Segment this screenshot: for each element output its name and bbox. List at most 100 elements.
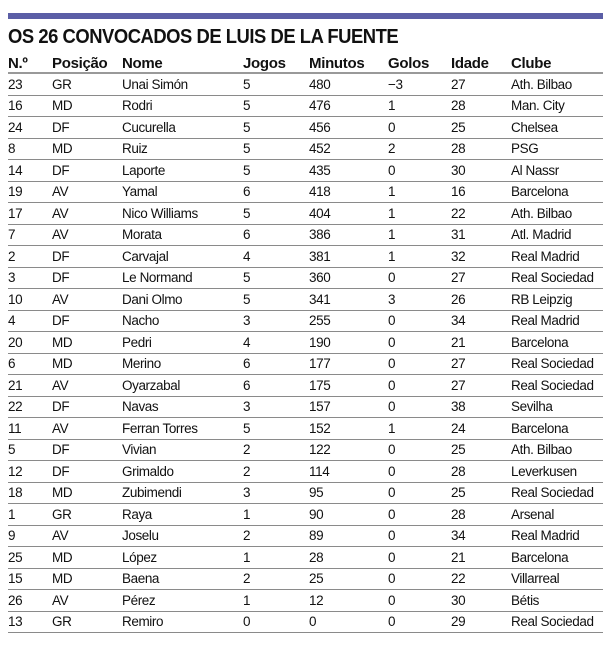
- cell-name: Cucurella: [122, 116, 243, 139]
- cell-position: AV: [52, 224, 122, 246]
- cell-number: 25: [8, 546, 52, 569]
- cell-minutes: 480: [309, 73, 388, 96]
- cell-position: AV: [52, 202, 122, 225]
- cell-number: 18: [8, 482, 52, 504]
- cell-number: 3: [8, 267, 52, 289]
- cell-goals: 0: [388, 374, 451, 397]
- cell-minutes: 95: [309, 482, 388, 504]
- cell-age: 28: [451, 138, 511, 160]
- table-header-row: N.º Posição Nome Jogos Minutos Golos Idade Club…: [8, 53, 603, 74]
- cell-name: Le Normand: [122, 267, 243, 289]
- cell-name: Navas: [122, 396, 243, 418]
- table-row: 16 MD Rodri 5 476 1 28 Man. City: [8, 95, 603, 117]
- cell-number: 17: [8, 202, 52, 225]
- cell-club: Bétis: [511, 589, 603, 612]
- page-title: OS 26 CONVOCADOS DE LUIS DE LA FUENTE: [8, 26, 399, 48]
- cell-club: RB Leipzig: [511, 288, 603, 311]
- cell-club: Leverkusen: [511, 460, 603, 483]
- table-row: 6 MD Merino 6 177 0 27 Real Sociedad: [8, 353, 603, 375]
- cell-minutes: 25: [309, 568, 388, 590]
- cell-age: 30: [451, 589, 511, 612]
- cell-position: GR: [52, 611, 122, 633]
- cell-club: Arsenal: [511, 503, 603, 526]
- cell-position: AV: [52, 288, 122, 311]
- cell-minutes: 28: [309, 546, 388, 569]
- cell-minutes: 177: [309, 353, 388, 375]
- cell-club: Villarreal: [511, 568, 603, 590]
- cell-minutes: 360: [309, 267, 388, 289]
- cell-goals: 0: [388, 589, 451, 612]
- cell-age: 28: [451, 95, 511, 117]
- accent-bar: [8, 13, 603, 19]
- cell-position: AV: [52, 374, 122, 397]
- cell-number: 6: [8, 353, 52, 375]
- cell-club: Chelsea: [511, 116, 603, 139]
- cell-games: 5: [243, 288, 309, 311]
- cell-games: 5: [243, 73, 309, 96]
- cell-minutes: 90: [309, 503, 388, 526]
- cell-age: 29: [451, 611, 511, 633]
- cell-position: MD: [52, 546, 122, 569]
- cell-minutes: 404: [309, 202, 388, 225]
- cell-age: 21: [451, 546, 511, 569]
- cell-age: 34: [451, 525, 511, 547]
- cell-games: 5: [243, 116, 309, 139]
- cell-age: 28: [451, 460, 511, 483]
- cell-games: 2: [243, 439, 309, 461]
- cell-minutes: 152: [309, 417, 388, 440]
- cell-position: DF: [52, 310, 122, 332]
- cell-number: 20: [8, 331, 52, 354]
- cell-games: 4: [243, 331, 309, 354]
- table-row: 21 AV Oyarzabal 6 175 0 27 Real Sociedad: [8, 374, 603, 397]
- column-header-name: Nome: [122, 53, 243, 74]
- cell-goals: 0: [388, 116, 451, 139]
- cell-position: AV: [52, 525, 122, 547]
- cell-age: 26: [451, 288, 511, 311]
- table-row: 26 AV Pérez 1 12 0 30 Bétis: [8, 589, 603, 612]
- cell-age: 22: [451, 202, 511, 225]
- cell-games: 2: [243, 568, 309, 590]
- cell-name: Oyarzabal: [122, 374, 243, 397]
- cell-position: MD: [52, 95, 122, 117]
- cell-minutes: 386: [309, 224, 388, 246]
- cell-goals: 1: [388, 95, 451, 117]
- cell-games: 5: [243, 138, 309, 160]
- column-header-games: Jogos: [243, 53, 309, 74]
- cell-name: Nico Williams: [122, 202, 243, 225]
- table-row: 2 DF Carvajal 4 381 1 32 Real Madrid: [8, 245, 603, 268]
- cell-number: 23: [8, 73, 52, 96]
- squad-table: N.º Posição Nome Jogos Minutos Golos Idade Club…: [8, 53, 603, 633]
- table-row: 18 MD Zubimendi 3 95 0 25 Real Sociedad: [8, 482, 603, 504]
- cell-games: 6: [243, 224, 309, 246]
- cell-games: 1: [243, 546, 309, 569]
- cell-club: Ath. Bilbao: [511, 202, 603, 225]
- cell-games: 1: [243, 589, 309, 612]
- cell-goals: 0: [388, 159, 451, 182]
- cell-age: 27: [451, 353, 511, 375]
- cell-age: 38: [451, 396, 511, 418]
- cell-name: Unai Simón: [122, 73, 243, 96]
- table-row: 3 DF Le Normand 5 360 0 27 Real Sociedad: [8, 267, 603, 289]
- cell-goals: 1: [388, 224, 451, 246]
- cell-minutes: 255: [309, 310, 388, 332]
- cell-goals: 0: [388, 439, 451, 461]
- cell-goals: 0: [388, 611, 451, 633]
- cell-goals: 0: [388, 525, 451, 547]
- cell-number: 10: [8, 288, 52, 311]
- cell-name: Yamal: [122, 181, 243, 203]
- cell-position: DF: [52, 267, 122, 289]
- cell-minutes: 456: [309, 116, 388, 139]
- cell-name: Joselu: [122, 525, 243, 547]
- cell-position: DF: [52, 439, 122, 461]
- cell-age: 27: [451, 374, 511, 397]
- cell-games: 3: [243, 482, 309, 504]
- cell-club: Al Nassr: [511, 159, 603, 182]
- cell-name: Raya: [122, 503, 243, 526]
- cell-name: Zubimendi: [122, 482, 243, 504]
- cell-goals: 0: [388, 568, 451, 590]
- cell-club: Real Madrid: [511, 525, 603, 547]
- cell-minutes: 452: [309, 138, 388, 160]
- cell-club: Barcelona: [511, 546, 603, 569]
- cell-number: 2: [8, 245, 52, 268]
- cell-position: MD: [52, 331, 122, 354]
